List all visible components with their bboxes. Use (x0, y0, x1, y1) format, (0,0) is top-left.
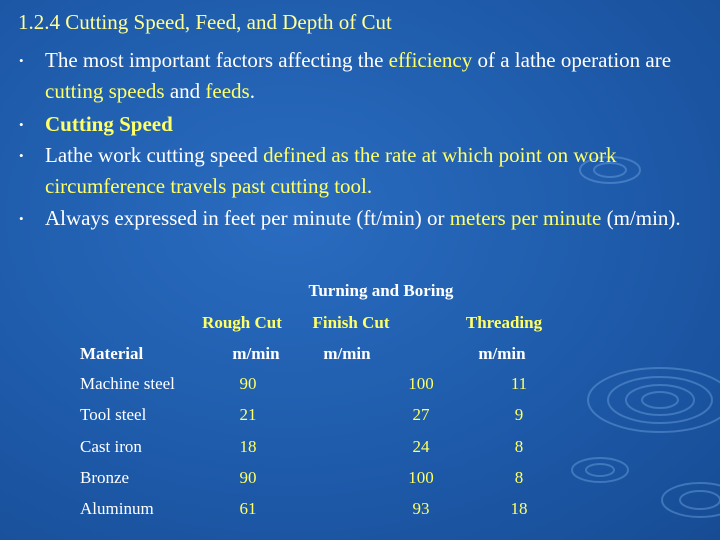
bullet-dot: • (19, 53, 24, 68)
slide-title: 1.2.4 Cutting Speed, Feed, and Depth of … (18, 10, 392, 34)
bullet-text: of a lathe operation are (472, 48, 672, 72)
unit-header: m/min (478, 344, 526, 363)
unit-header: m/min (232, 344, 280, 363)
bullet-text: meters per minute (449, 206, 602, 230)
bullet-text: and (164, 79, 206, 103)
speed-value: 93 (412, 499, 430, 518)
group-header: Turning and Boring (308, 281, 454, 300)
column-header: Threading (465, 313, 543, 332)
speed-value: 100 (408, 374, 434, 393)
speed-value: 8 (514, 468, 524, 487)
bullet-dot: • (19, 117, 24, 132)
material-name: Machine steel (80, 374, 175, 393)
bullet-text: . (249, 79, 255, 103)
bullet-text: Cutting Speed (45, 112, 173, 136)
column-header: Rough Cut (202, 313, 282, 332)
bullet: • The most important factors affecting th… (19, 45, 685, 107)
bullet-text: defined as the rate at which point on wo… (45, 143, 617, 198)
bullet-text: The most important factors affecting the (45, 48, 389, 72)
material-name: Bronze (80, 468, 130, 487)
speed-value: 18 (510, 499, 528, 518)
speed-value: 61 (239, 499, 257, 518)
unit-header: m/min (323, 344, 371, 363)
material-name: Tool steel (80, 405, 147, 424)
bullet-dot: • (19, 148, 24, 163)
material-name: Aluminum (80, 499, 154, 518)
bullet-text: Always expressed in feet per minute (ft/… (45, 206, 450, 230)
speed-value: 100 (408, 468, 434, 487)
speed-value: 90 (239, 468, 257, 487)
bullet-text: efficiency (388, 48, 473, 72)
speed-value: 90 (239, 374, 257, 393)
speed-value: 27 (412, 405, 430, 424)
speed-value: 24 (412, 437, 430, 456)
bullet-text: feeds (205, 79, 250, 103)
bullet-text: cutting speeds (45, 79, 165, 103)
bullet: • Lathe work cutting speed defined as the… (19, 140, 685, 202)
speed-value: 18 (239, 437, 257, 456)
speed-value: 8 (514, 437, 524, 456)
bullet-dot: • (19, 211, 24, 226)
unit-header: Material (80, 344, 144, 363)
material-name: Cast iron (80, 437, 142, 456)
bullet-text: Lathe work cutting speed (45, 143, 264, 167)
bullet-text: (m/min). (601, 206, 681, 230)
bullet: • Cutting Speed (19, 109, 685, 140)
speed-value: 9 (514, 405, 524, 424)
column-header: Finish Cut (312, 313, 390, 332)
speed-value: 21 (239, 405, 257, 424)
speed-value: 11 (510, 374, 528, 393)
bullet: • Always expressed in feet per minute (ft… (19, 203, 685, 234)
